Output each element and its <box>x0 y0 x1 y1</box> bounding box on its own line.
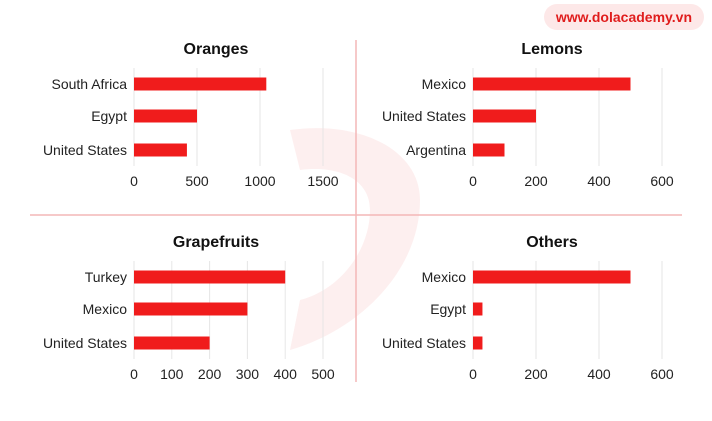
bar <box>134 336 210 350</box>
tick-label: 200 <box>198 366 222 382</box>
category-label: Egypt <box>91 108 127 124</box>
category-label: Turkey <box>85 269 127 285</box>
brand-badge[interactable]: www.dolacademy.vn <box>543 4 704 30</box>
chart-title: Lemons <box>521 41 582 58</box>
tick-label: 400 <box>274 366 298 382</box>
tick-label: 500 <box>311 366 335 382</box>
bar <box>134 302 248 316</box>
chart-title: Grapefruits <box>173 234 259 251</box>
bar <box>473 109 536 123</box>
brand-url: www.dolacademy.vn <box>555 9 692 25</box>
bar <box>134 77 267 91</box>
bar <box>473 302 483 316</box>
bar <box>134 143 187 157</box>
tick-label: 300 <box>236 366 260 382</box>
tick-label: 0 <box>469 173 477 189</box>
category-label: Mexico <box>83 301 128 317</box>
category-label: United States <box>43 335 127 351</box>
bar <box>134 270 286 284</box>
tick-label: 200 <box>524 173 548 189</box>
bar <box>473 143 505 157</box>
tick-label: 500 <box>185 173 209 189</box>
tick-label: 200 <box>524 366 548 382</box>
tick-label: 0 <box>469 366 477 382</box>
tick-label: 1500 <box>307 173 338 189</box>
bar <box>473 77 631 91</box>
tick-label: 400 <box>587 173 611 189</box>
watermark-logo <box>290 128 420 350</box>
tick-label: 600 <box>650 366 674 382</box>
category-label: Egypt <box>430 301 466 317</box>
bar <box>473 336 483 350</box>
bar <box>473 270 631 284</box>
tick-label: 100 <box>160 366 184 382</box>
category-label: South Africa <box>52 76 128 92</box>
category-label: United States <box>43 142 127 158</box>
category-label: Mexico <box>422 269 467 285</box>
chart-title: Others <box>526 234 578 251</box>
category-label: Argentina <box>406 142 466 158</box>
category-label: United States <box>382 108 466 124</box>
tick-label: 0 <box>130 173 138 189</box>
tick-label: 0 <box>130 366 138 382</box>
chart-title: Oranges <box>184 41 249 58</box>
bar <box>134 109 197 123</box>
tick-label: 400 <box>587 366 611 382</box>
category-label: United States <box>382 335 466 351</box>
tick-label: 1000 <box>244 173 275 189</box>
tick-label: 600 <box>650 173 674 189</box>
category-label: Mexico <box>422 76 467 92</box>
